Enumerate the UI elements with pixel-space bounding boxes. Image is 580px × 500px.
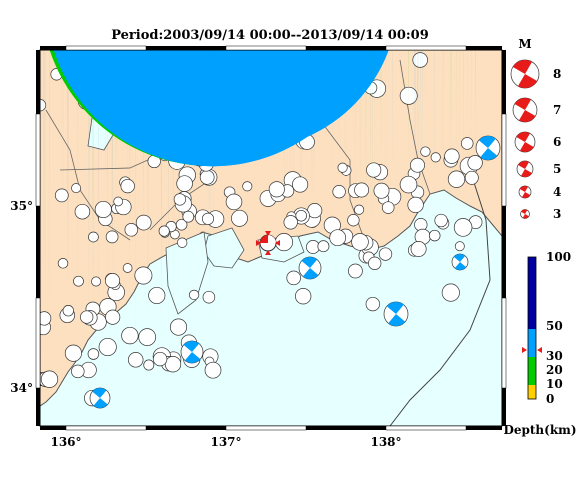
beachball-109: [354, 50, 365, 215]
depth-label-30: 30: [546, 349, 563, 363]
beachball-145: [378, 50, 393, 261]
beachball-layer: [40, 50, 501, 409]
beachball-115: [410, 50, 425, 173]
depth-label-0: 0: [546, 392, 554, 406]
beachball-106: [366, 50, 382, 178]
depth-label-20: 20: [546, 363, 563, 377]
beachball-119: [460, 50, 474, 150]
beachball-120: [420, 50, 431, 157]
beachball-112: [381, 50, 395, 214]
beachball-40: [399, 50, 418, 105]
beachball-177: [148, 50, 271, 305]
beachball-167: [74, 50, 186, 220]
beachball-208: [169, 50, 305, 336]
beachball-158: [414, 50, 431, 245]
lon-tick-138: 138°: [370, 435, 401, 449]
beachball-160: [454, 50, 465, 252]
beachball-186: [105, 50, 304, 325]
magnitude-legend-label-3: 3: [553, 207, 561, 221]
beachball-207: [40, 50, 372, 388]
lon-tick-136: 136°: [50, 435, 81, 449]
mainshock-marker: [256, 231, 280, 255]
beachball-218: [348, 50, 363, 279]
beachball-157: [453, 50, 473, 237]
beachball-163: [71, 50, 153, 194]
beachball-179: [104, 50, 262, 289]
magnitude-legend-ball-7: [512, 97, 538, 123]
beachball-110: [407, 50, 424, 214]
beachball-223: [383, 301, 409, 327]
lat-tick-34: 34°: [10, 381, 33, 395]
beachball-196: [127, 50, 348, 368]
beachball-159: [428, 50, 441, 242]
beachball-176: [122, 50, 246, 273]
depth-label-10: 10: [546, 377, 563, 391]
beachball-224: [298, 256, 322, 280]
map-area: [40, 50, 502, 426]
beachball-225: [89, 387, 111, 409]
beachball-113: [373, 50, 390, 199]
lon-tick-137: 137°: [210, 435, 241, 449]
beachball-200: [138, 50, 322, 346]
beachball-193: [143, 50, 352, 371]
beachball-122: [464, 50, 479, 185]
beachball-34: [412, 50, 428, 68]
magnitude-legend-label-8: 8: [553, 67, 561, 81]
beachball-137: [182, 50, 195, 223]
magnitude-legend-ball-3: [520, 209, 530, 219]
beachball-168: [113, 50, 124, 207]
map-frame: [35, 45, 507, 431]
beachball-142: [317, 50, 330, 253]
depth-label-100: 100: [546, 250, 571, 264]
magnitude-legend-label-7: 7: [553, 103, 561, 117]
beachball-220: [441, 50, 460, 302]
beachball-215: [286, 50, 301, 286]
magnitude-legend: M 8 7 6 5 4 3: [510, 37, 561, 221]
beachball-114: [447, 50, 466, 188]
beachball-154: [434, 50, 448, 228]
trough-line: [389, 169, 491, 426]
beachball-107: [399, 50, 418, 194]
beachball-199: [152, 50, 345, 367]
depth-legend: 100 50 30 20 10 0 Depth(km): [503, 250, 576, 437]
magnitude-legend-ball-5: [516, 160, 534, 178]
beachball-216: [202, 50, 216, 304]
beachball-219: [368, 50, 382, 270]
beachball-92: [268, 50, 285, 198]
map-title: Period:2003/09/14 00:00--2013/09/14 00:0…: [111, 28, 429, 43]
beachball-128: [201, 50, 215, 225]
beachball-198: [164, 50, 349, 373]
beachball-217: [188, 50, 200, 301]
magnitude-legend-label-6: 6: [553, 135, 561, 149]
depth-label-50: 50: [546, 319, 563, 333]
beachball-212: [204, 50, 350, 379]
beachball-201: [121, 50, 321, 345]
mainshock-depth-marker: [522, 347, 527, 353]
beachball-118: [430, 50, 441, 163]
beachball-135: [105, 50, 209, 244]
beachball-148: [329, 50, 347, 247]
beachball-226: [180, 340, 204, 364]
beachball-174: [134, 50, 249, 285]
beachball-161: [410, 50, 427, 257]
magnitude-legend-label-5: 5: [553, 162, 561, 176]
beachball-227: [451, 253, 469, 271]
beachball-149: [347, 50, 360, 227]
beachball-221: [365, 50, 380, 312]
depth-unit-label: Depth(km): [503, 423, 576, 437]
beachball-222: [475, 135, 501, 161]
magnitude-legend-ball-4: [518, 185, 532, 199]
magnitude-legend-ball-8: [510, 59, 540, 89]
lat-tick-35: 35°: [10, 199, 33, 213]
beachball-117: [467, 50, 483, 171]
magnitude-legend-label-4: 4: [553, 185, 561, 199]
magnitude-legend-ball-6: [514, 131, 536, 153]
beachball-170: [91, 50, 267, 287]
beachball-123: [444, 50, 460, 164]
magnitude-legend-header: M: [518, 37, 531, 51]
beachball-130: [173, 50, 187, 206]
